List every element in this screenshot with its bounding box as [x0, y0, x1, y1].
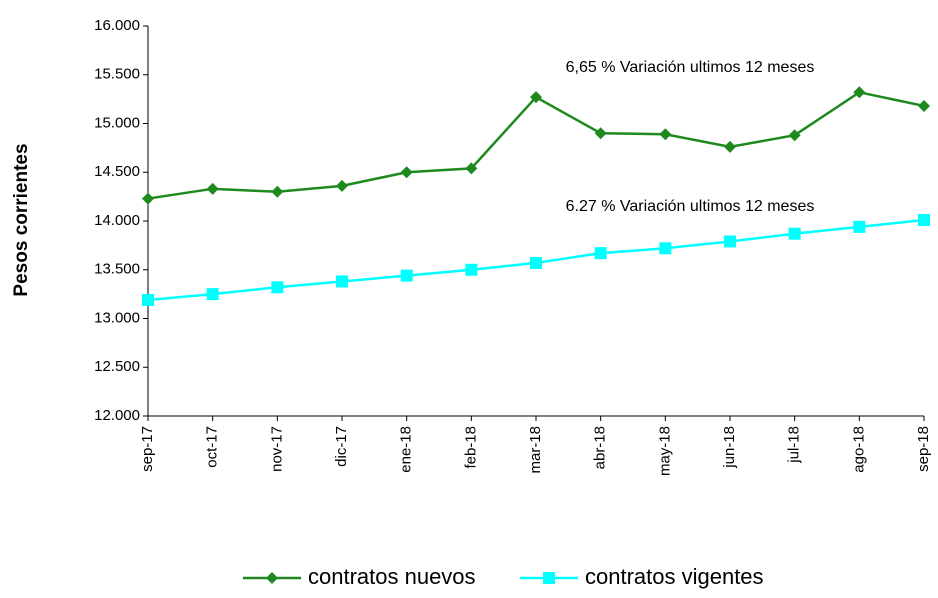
- y-tick-label: 16.000: [94, 17, 140, 34]
- x-tick-label: sep-18: [915, 426, 932, 472]
- x-tick-label: feb-18: [462, 426, 479, 469]
- data-point: [724, 235, 736, 248]
- legend-marker: [266, 572, 278, 584]
- y-tick-label: 12.500: [94, 358, 140, 375]
- y-tick-label: 12.000: [94, 407, 140, 424]
- x-tick-label: ene-18: [398, 426, 415, 473]
- y-tick-label: 14.500: [94, 163, 140, 180]
- x-tick-label: jul-18: [786, 426, 803, 464]
- data-point: [465, 263, 478, 276]
- x-tick-label: dic-17: [333, 426, 350, 467]
- data-point: [530, 256, 542, 269]
- series-line: [147, 90, 925, 200]
- data-point: [853, 86, 866, 99]
- data-point: [594, 247, 607, 260]
- y-tick-label: 15.000: [94, 114, 140, 131]
- y-axis-label: Pesos corrientes: [11, 143, 32, 296]
- data-point: [788, 129, 801, 142]
- x-tick-label: mar-18: [527, 426, 544, 474]
- x-tick-label: sep-17: [139, 426, 156, 472]
- data-point: [336, 179, 348, 192]
- data-point: [594, 127, 607, 140]
- data-point: [206, 288, 219, 301]
- data-point: [918, 214, 930, 227]
- data-point: [206, 182, 219, 195]
- data-point: [142, 192, 154, 205]
- x-tick-label: abr-18: [592, 426, 609, 469]
- x-tick-label: oct-17: [204, 426, 221, 468]
- y-tick-label: 13.000: [94, 309, 140, 326]
- data-point: [336, 275, 348, 288]
- data-point: [724, 140, 736, 153]
- x-tick-label: nov-17: [268, 426, 285, 472]
- data-point: [659, 242, 672, 255]
- data-point: [530, 91, 542, 104]
- annotation: 6.27 % Variación ultimos 12 meses: [566, 198, 815, 215]
- data-point: [853, 220, 866, 233]
- data-point: [918, 99, 930, 112]
- x-tick-label: may-18: [656, 426, 673, 476]
- legend-marker: [543, 572, 555, 584]
- y-tick-label: 15.500: [94, 66, 140, 83]
- x-tick-label: jun-18: [721, 426, 738, 469]
- data-point: [400, 269, 413, 282]
- y-tick-label: 14.000: [94, 212, 140, 229]
- legend-label: contratos vigentes: [585, 564, 764, 589]
- y-tick-label: 13.500: [94, 261, 140, 278]
- x-tick-label: ago-18: [850, 426, 867, 473]
- annotation: 6,65 % Variación ultimos 12 meses: [566, 59, 815, 76]
- legend-label: contratos nuevos: [308, 564, 476, 589]
- data-point: [271, 281, 284, 294]
- data-point: [142, 293, 154, 306]
- data-point: [659, 128, 672, 141]
- data-point: [400, 166, 413, 179]
- data-point: [465, 162, 478, 175]
- data-point: [271, 185, 284, 198]
- data-point: [788, 227, 801, 240]
